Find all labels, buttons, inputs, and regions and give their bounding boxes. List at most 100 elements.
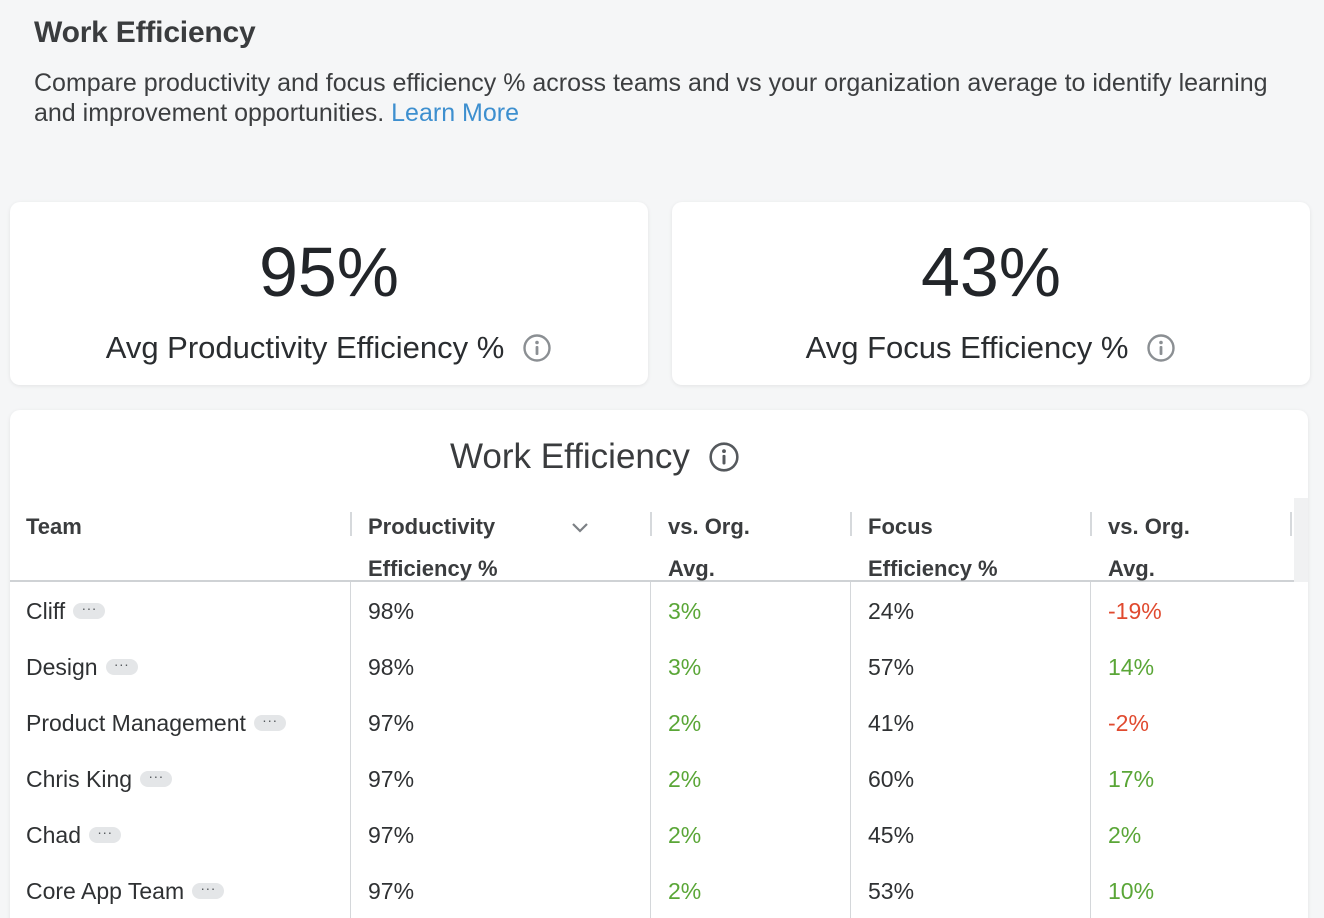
kpi-focus-label: Avg Focus Efficiency % xyxy=(805,330,1129,365)
kpi-focus-value: 43% xyxy=(920,233,1062,311)
column-resize-handle[interactable] xyxy=(1290,512,1292,536)
focus-cell-text: 24% xyxy=(868,598,915,624)
productivity-cell-text: 98% xyxy=(368,654,415,680)
productivity-cell: 98% xyxy=(368,639,414,695)
column-header-label: Productivity xyxy=(368,514,496,539)
team-cell-text: Chad xyxy=(26,822,81,848)
prod-vs-org-cell-text: 2% xyxy=(668,766,702,792)
prod-vs-org-cell: 2% xyxy=(668,695,701,751)
focus-cell: 45% xyxy=(868,807,914,863)
info-icon[interactable] xyxy=(522,333,552,363)
focus-vs-org-cell-text: 2% xyxy=(1108,822,1142,848)
column-header-label: Efficiency % xyxy=(368,556,498,581)
focus-vs-org-cell: 10% xyxy=(1108,863,1154,918)
focus-cell: 53% xyxy=(868,863,914,918)
productivity-cell: 97% xyxy=(368,807,414,863)
table-title: Work Efficiency xyxy=(450,437,690,476)
column-resize-handle[interactable] xyxy=(650,512,652,536)
more-options-icon[interactable]: ··· xyxy=(192,881,225,899)
focus-vs-org-cell: 17% xyxy=(1108,751,1154,807)
column-resize-handle[interactable] xyxy=(350,512,352,536)
focus-vs-org-cell-text: 17% xyxy=(1108,766,1155,792)
column-header-label: Efficiency % xyxy=(868,556,998,581)
description-text: Compare productivity and focus efficienc… xyxy=(34,69,1268,127)
column-header-focus[interactable]: Focus Efficiency % xyxy=(868,506,998,590)
column-header-label: Avg. xyxy=(668,556,715,581)
column-header-team[interactable]: Team xyxy=(26,506,82,548)
prod-vs-org-cell: 3% xyxy=(668,583,701,639)
sort-descending-icon[interactable] xyxy=(570,518,590,538)
more-options-icon[interactable]: ··· xyxy=(73,601,106,619)
team-cell-text: Product Management xyxy=(26,710,246,736)
info-icon[interactable] xyxy=(708,441,740,473)
table-title-row: Work Efficiency xyxy=(450,436,740,478)
column-resize-handle[interactable] xyxy=(850,512,852,536)
prod-vs-org-cell: 2% xyxy=(668,751,701,807)
focus-vs-org-cell: 2% xyxy=(1108,807,1141,863)
kpi-productivity-label: Avg Productivity Efficiency % xyxy=(105,330,505,365)
column-header-label: Avg. xyxy=(1108,556,1155,581)
team-cell: Design ··· xyxy=(26,639,138,695)
productivity-cell-text: 98% xyxy=(368,598,415,624)
column-divider xyxy=(650,582,651,918)
prod-vs-org-cell-text: 3% xyxy=(668,598,702,624)
kpi-productivity-label-row: Avg Productivity Efficiency % xyxy=(10,329,648,367)
focus-cell: 24% xyxy=(868,583,914,639)
more-options-icon[interactable]: ··· xyxy=(105,657,138,675)
team-cell-text: Design xyxy=(26,654,98,680)
focus-cell-text: 57% xyxy=(868,654,915,680)
table-row[interactable]: Design ··· 98% 3% 57% 14% xyxy=(10,639,1308,695)
column-header-label: vs. Org. xyxy=(668,514,750,539)
column-divider xyxy=(1090,582,1091,918)
kpi-productivity-value: 95% xyxy=(258,233,400,311)
focus-vs-org-cell-text: 10% xyxy=(1108,878,1155,904)
table-row[interactable]: Cliff ··· 98% 3% 24% -19% xyxy=(10,583,1308,639)
focus-vs-org-cell: 14% xyxy=(1108,639,1154,695)
table-row[interactable]: Chad ··· 97% 2% 45% 2% xyxy=(10,807,1308,863)
more-options-icon[interactable]: ··· xyxy=(140,769,173,787)
table-header: Team Productivity Efficiency % vs. Org. … xyxy=(10,498,1308,582)
learn-more-link[interactable]: Learn More xyxy=(391,99,520,127)
team-cell-text: Cliff xyxy=(26,598,66,624)
kpi-card-focus: 43% Avg Focus Efficiency % xyxy=(672,202,1310,385)
productivity-cell-text: 97% xyxy=(368,822,415,848)
team-cell-text: Core App Team xyxy=(26,878,185,904)
productivity-cell: 97% xyxy=(368,695,414,751)
focus-cell-text: 41% xyxy=(868,710,915,736)
column-header-focus-vs-org[interactable]: vs. Org. Avg. xyxy=(1108,506,1190,590)
page-title: Work Efficiency xyxy=(34,16,256,49)
more-options-icon[interactable]: ··· xyxy=(88,825,121,843)
prod-vs-org-cell: 2% xyxy=(668,807,701,863)
productivity-cell: 98% xyxy=(368,583,414,639)
column-header-label: Focus xyxy=(868,514,933,539)
table-row[interactable]: Product Management ··· 97% 2% 41% -2% xyxy=(10,695,1308,751)
table-row[interactable]: Core App Team ··· 97% 2% 53% 10% xyxy=(10,863,1308,918)
team-cell-text: Chris King xyxy=(26,766,133,792)
focus-cell: 57% xyxy=(868,639,914,695)
focus-vs-org-cell-text: -2% xyxy=(1108,710,1149,736)
column-header-productivity[interactable]: Productivity Efficiency % xyxy=(368,506,498,590)
focus-vs-org-cell-text: 14% xyxy=(1108,654,1155,680)
column-resize-handle[interactable] xyxy=(1090,512,1092,536)
focus-cell: 41% xyxy=(868,695,914,751)
prod-vs-org-cell-text: 3% xyxy=(668,654,702,680)
column-header-prod-vs-org[interactable]: vs. Org. Avg. xyxy=(668,506,750,590)
table-row[interactable]: Chris King ··· 97% 2% 60% 17% xyxy=(10,751,1308,807)
productivity-cell-text: 97% xyxy=(368,878,415,904)
team-cell: Core App Team ··· xyxy=(26,863,225,918)
info-icon[interactable] xyxy=(1146,333,1176,363)
focus-vs-org-cell-text: -19% xyxy=(1108,598,1162,624)
vertical-scrollbar[interactable] xyxy=(1294,498,1308,582)
column-divider xyxy=(850,582,851,918)
productivity-cell: 97% xyxy=(368,863,414,918)
prod-vs-org-cell-text: 2% xyxy=(668,878,702,904)
team-cell: Cliff ··· xyxy=(26,583,106,639)
kpi-focus-label-row: Avg Focus Efficiency % xyxy=(672,329,1310,367)
focus-cell-text: 60% xyxy=(868,766,915,792)
more-options-icon[interactable]: ··· xyxy=(253,713,286,731)
focus-cell: 60% xyxy=(868,751,914,807)
team-cell: Product Management ··· xyxy=(26,695,286,751)
page-description: Compare productivity and focus efficienc… xyxy=(34,68,1274,128)
work-efficiency-table-card: Work Efficiency Team Productivity Effici… xyxy=(10,410,1308,918)
